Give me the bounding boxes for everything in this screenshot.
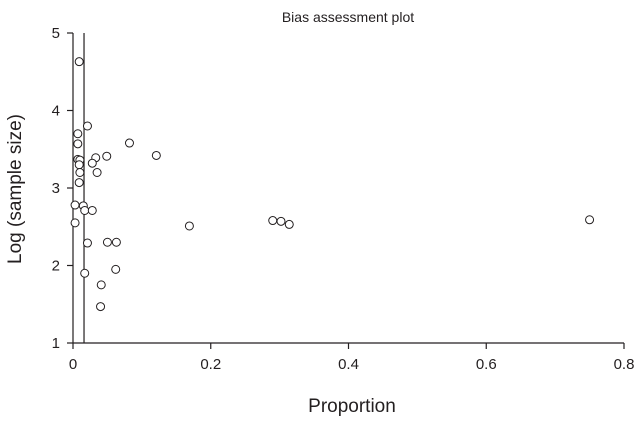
data-point bbox=[74, 160, 84, 170]
data-point bbox=[102, 237, 112, 247]
data-point bbox=[75, 168, 85, 177]
data-point bbox=[70, 200, 80, 210]
x-tick-label: 0.8 bbox=[614, 356, 635, 373]
data-point bbox=[111, 264, 121, 274]
x-axis-title: Proportion bbox=[308, 396, 396, 417]
data-point bbox=[284, 219, 294, 229]
data-point bbox=[585, 215, 595, 225]
data-points bbox=[70, 57, 595, 312]
x-tick-label: 0.2 bbox=[200, 356, 221, 373]
data-point bbox=[80, 268, 90, 278]
data-point bbox=[82, 238, 92, 248]
data-point bbox=[74, 57, 84, 67]
data-point bbox=[96, 280, 106, 290]
data-point bbox=[74, 178, 84, 188]
data-point bbox=[87, 205, 97, 215]
data-point bbox=[82, 121, 92, 131]
axes: 0 0.2 0.4 0.6 0.8 1 2 3 4 5 bbox=[52, 25, 635, 373]
data-point bbox=[73, 129, 83, 139]
y-tick-label: 5 bbox=[52, 25, 60, 42]
data-point bbox=[96, 302, 106, 312]
data-point bbox=[73, 139, 83, 149]
y-tick-label: 1 bbox=[52, 335, 60, 352]
data-point bbox=[80, 205, 90, 215]
data-point bbox=[111, 237, 121, 247]
chart-title: Bias assessment plot bbox=[282, 9, 414, 25]
data-point bbox=[268, 216, 278, 226]
data-point bbox=[87, 158, 97, 168]
y-axis-title: Log (sample size) bbox=[5, 114, 26, 264]
y-tick-label: 2 bbox=[52, 258, 60, 275]
data-point bbox=[151, 150, 161, 160]
x-tick-label: 0.6 bbox=[476, 356, 497, 373]
y-tick-label: 3 bbox=[52, 180, 60, 197]
data-point bbox=[102, 151, 112, 161]
data-point bbox=[184, 221, 194, 231]
data-point bbox=[276, 216, 286, 226]
data-point bbox=[70, 218, 80, 228]
x-tick-label: 0 bbox=[69, 356, 77, 373]
y-tick-label: 4 bbox=[52, 103, 60, 120]
x-tick-label: 0.4 bbox=[338, 356, 359, 373]
data-point bbox=[124, 138, 134, 148]
data-point bbox=[92, 168, 102, 177]
